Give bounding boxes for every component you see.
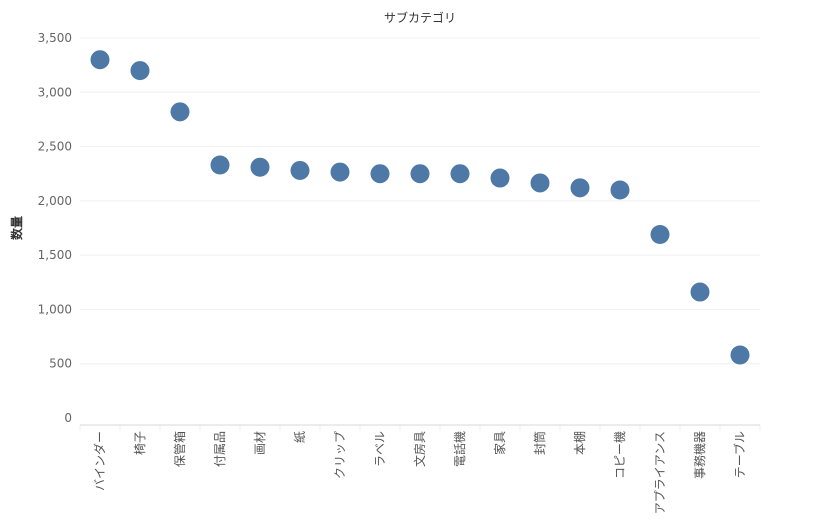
data-point — [730, 345, 750, 365]
grid-lines — [80, 37, 760, 365]
x-tick-label: 椅子 — [133, 431, 147, 455]
x-tick-label: テーブル — [732, 431, 747, 478]
x-tick-label: バインダー — [92, 431, 107, 491]
y-axis-title: 数量 — [9, 216, 24, 240]
data-point — [570, 178, 590, 198]
x-tick-label: コピー機 — [612, 431, 627, 479]
x-tick-label: ラベル — [373, 431, 387, 467]
x-tick-label: 文房具 — [412, 431, 427, 467]
y-tick-label: 1,500 — [38, 248, 72, 262]
y-axis-ticks: 0 500 1,000 1,500 2,000 2,500 3,000 3,500 — [38, 31, 72, 425]
data-point — [690, 282, 710, 302]
data-point — [610, 180, 630, 200]
x-tick-label: 事務機器 — [692, 431, 707, 479]
x-tick-label: 付属品 — [213, 431, 227, 467]
x-tick-label: 電話機 — [452, 431, 467, 467]
category-separators — [79, 425, 761, 431]
y-tick-label: 3,000 — [38, 85, 72, 99]
y-tick-label: 2,500 — [38, 140, 72, 154]
data-point — [170, 102, 190, 122]
data-point — [490, 168, 510, 188]
data-point — [370, 164, 390, 184]
data-point — [290, 160, 310, 180]
data-point — [210, 155, 230, 175]
y-tick-label: 1,000 — [38, 302, 72, 316]
data-point — [410, 164, 430, 184]
data-point — [650, 225, 670, 245]
x-tick-label: 保管箱 — [172, 431, 187, 467]
data-point — [450, 164, 470, 184]
x-tick-label: 家具 — [492, 431, 507, 455]
data-point — [130, 61, 150, 81]
y-tick-label: 3,500 — [38, 31, 72, 45]
chart-title: サブカテゴリ — [384, 10, 456, 25]
data-point — [530, 173, 550, 193]
x-axis-labels: バインダー 椅子 保管箱 付属品 画材 紙 クリップ ラベル 文房具 電話機 家具 封筒 本棚 コピー機 ア… — [92, 431, 747, 514]
data-point — [250, 157, 270, 177]
x-tick-label: 封筒 — [532, 431, 547, 455]
data-point — [90, 50, 110, 70]
y-tick-label: 2,000 — [38, 194, 72, 208]
x-tick-label: アプライアンス — [653, 431, 667, 514]
y-tick-label: 0 — [64, 411, 72, 425]
y-tick-label: 500 — [49, 357, 72, 371]
x-tick-label: 紙 — [292, 431, 307, 443]
x-tick-label: 本棚 — [572, 431, 587, 455]
x-tick-label: クリップ — [333, 431, 347, 479]
x-tick-label: 画材 — [253, 431, 267, 455]
data-point — [330, 162, 350, 182]
data-points — [90, 50, 750, 365]
